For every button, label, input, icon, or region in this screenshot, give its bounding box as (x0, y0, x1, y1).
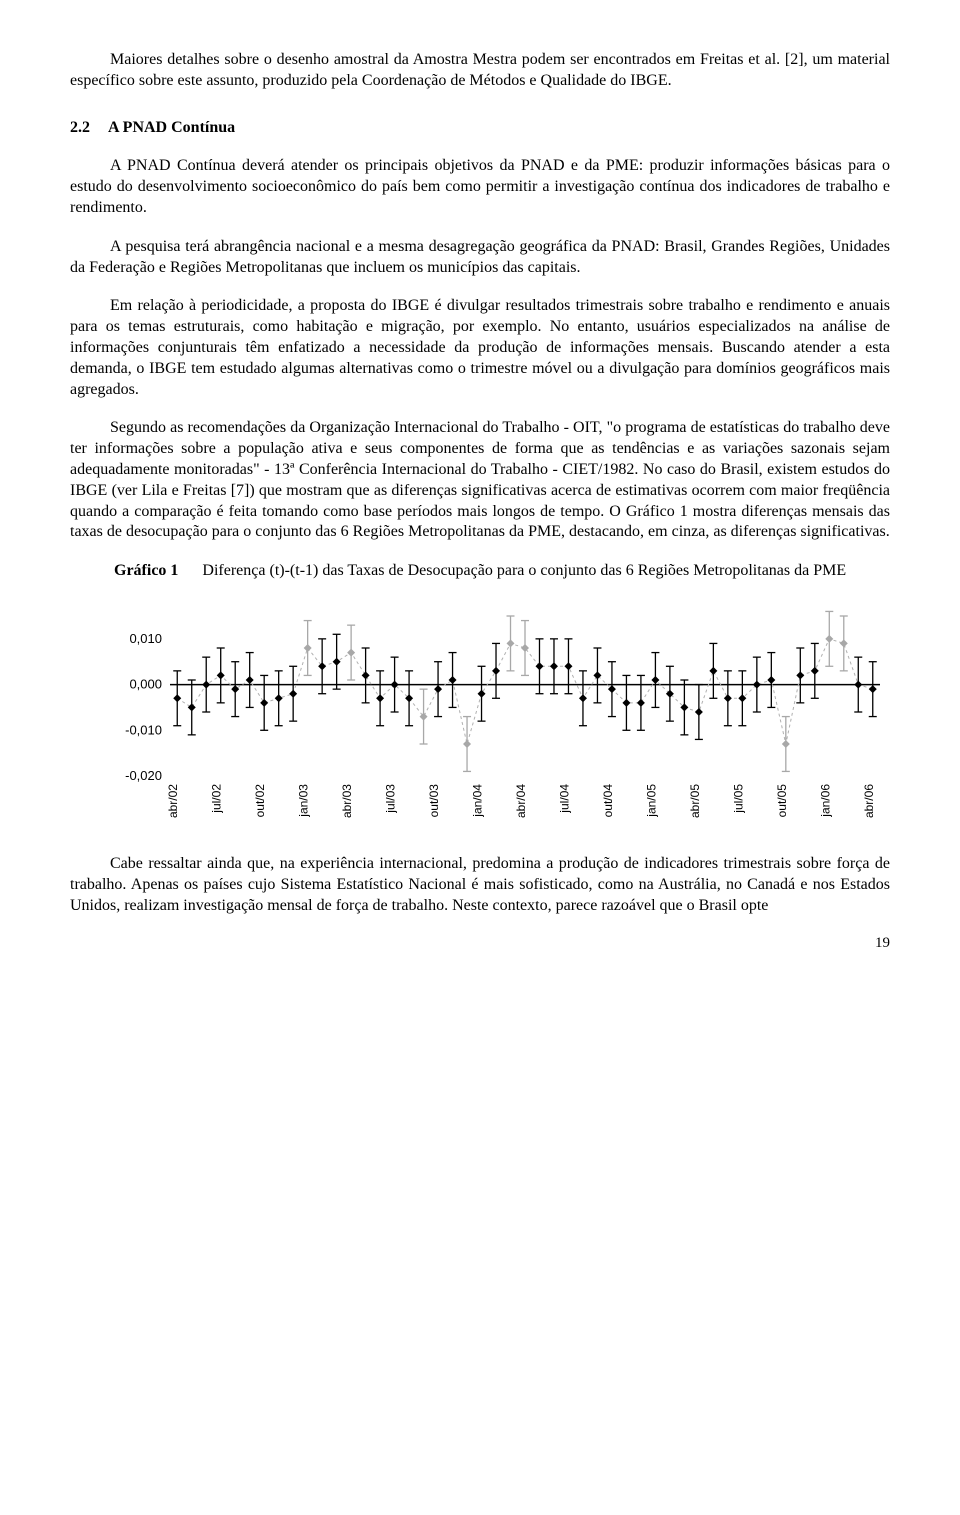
heading-number: 2.2 (70, 119, 90, 136)
chart-container: 0,010 0,000 -0,010 -0,020 abr/02 jul/02 out/02… (110, 606, 890, 826)
paragraph-2: A PNAD Contínua deverá atender os princi… (70, 156, 890, 218)
svg-text:-0,010: -0,010 (125, 722, 162, 737)
figure-label: Gráfico 1 (114, 562, 178, 579)
page-number: 19 (70, 934, 890, 954)
svg-text:jan/05: jan/05 (644, 784, 658, 818)
figure-caption-text: Diferença (t)-(t-1) das Taxas de Desocup… (202, 562, 846, 579)
paragraph-5: Segundo as recomendações da Organização … (70, 418, 890, 543)
paragraph-6: Cabe ressaltar ainda que, na experiência… (70, 854, 890, 916)
svg-text:out/02: out/02 (253, 784, 267, 818)
svg-text:0,000: 0,000 (129, 677, 162, 692)
svg-text:jan/06: jan/06 (818, 784, 832, 818)
svg-text:out/05: out/05 (775, 784, 789, 818)
svg-text:out/04: out/04 (601, 784, 615, 818)
heading-text: A PNAD Contínua (108, 119, 235, 136)
svg-text:abr/03: abr/03 (340, 784, 354, 818)
svg-text:0,010: 0,010 (129, 631, 162, 646)
svg-text:jul/03: jul/03 (384, 784, 398, 814)
section-heading: 2.2 A PNAD Contínua (70, 118, 890, 139)
svg-text:jan/04: jan/04 (471, 784, 485, 818)
paragraph-1: Maiores detalhes sobre o desenho amostra… (70, 50, 890, 92)
svg-text:abr/05: abr/05 (688, 784, 702, 818)
figure-caption: Gráfico 1 Diferença (t)-(t-1) das Taxas … (70, 561, 890, 582)
svg-text:abr/06: abr/06 (862, 784, 876, 818)
svg-text:abr/04: abr/04 (514, 784, 528, 818)
svg-text:jul/02: jul/02 (210, 784, 224, 814)
svg-text:-0,020: -0,020 (125, 768, 162, 783)
svg-text:jul/04: jul/04 (557, 784, 571, 814)
svg-text:jan/03: jan/03 (297, 784, 311, 818)
svg-text:out/03: out/03 (427, 784, 441, 818)
paragraph-3: A pesquisa terá abrangência nacional e a… (70, 237, 890, 279)
paragraph-4: Em relação à periodicidade, a proposta d… (70, 296, 890, 400)
svg-text:jul/05: jul/05 (731, 784, 745, 814)
svg-text:abr/02: abr/02 (166, 784, 180, 818)
errorbar-chart: 0,010 0,000 -0,010 -0,020 abr/02 jul/02 out/02… (110, 606, 890, 826)
